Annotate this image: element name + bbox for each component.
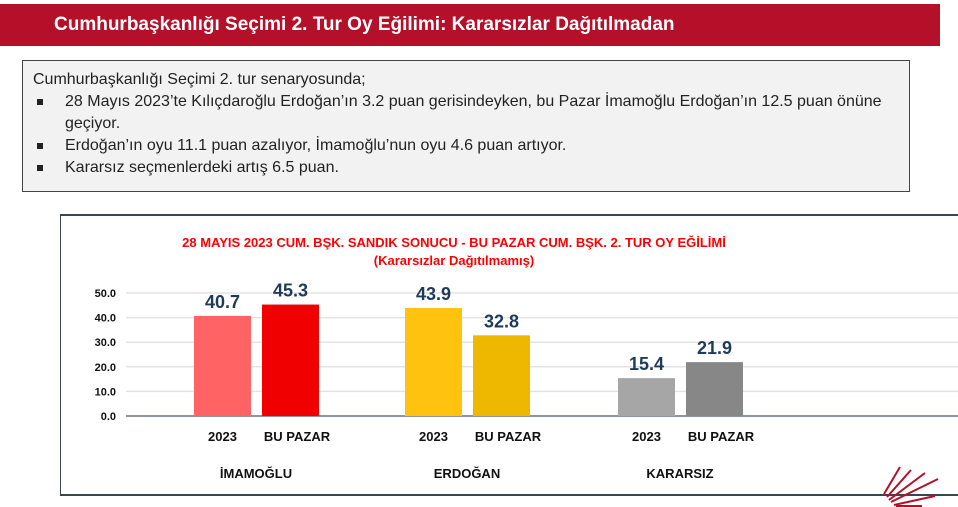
- value-label: 43.9: [416, 284, 451, 304]
- y-tick-label: 20.0: [95, 362, 116, 374]
- bar: [686, 362, 743, 416]
- x-tick-label: 2023: [632, 429, 661, 444]
- x-tick-label: 2023: [208, 429, 237, 444]
- bar-chart: 28 MAYIS 2023 CUM. BŞK. SANDIK SONUCU - …: [60, 214, 958, 496]
- summary-box: Cumhurbaşkanlığı Seçimi 2. tur senaryosu…: [22, 60, 910, 192]
- value-label: 32.8: [484, 311, 519, 331]
- group-label: KARARSIZ: [646, 466, 713, 481]
- group-label: ERDOĞAN: [434, 466, 500, 481]
- chart-title: 28 MAYIS 2023 CUM. BŞK. SANDIK SONUCU - …: [182, 235, 726, 250]
- x-tick-label: BU PAZAR: [264, 429, 331, 444]
- chart-canvas: 28 MAYIS 2023 CUM. BŞK. SANDIK SONUCU - …: [95, 235, 958, 481]
- y-tick-label: 50.0: [95, 288, 116, 300]
- logo-arrows-icon: [883, 466, 939, 507]
- x-tick-label: BU PAZAR: [475, 429, 542, 444]
- value-label: 45.3: [273, 281, 308, 301]
- y-tick-label: 30.0: [95, 337, 116, 349]
- bar: [618, 378, 675, 416]
- summary-list: 28 Mayıs 2023’te Kılıçdaroğlu Erdoğan’ın…: [33, 91, 899, 179]
- chart-subtitle: (Kararsızlar Dağıtılmamış): [374, 253, 534, 268]
- y-tick-label: 10.0: [95, 386, 116, 398]
- y-tick-label: 0.0: [101, 411, 116, 423]
- page-title: Cumhurbaşkanlığı Seçimi 2. Tur Oy Eğilim…: [0, 4, 940, 46]
- bar: [194, 315, 251, 416]
- bar: [262, 304, 319, 416]
- group-label: İMAMOĞLU: [220, 466, 292, 481]
- value-label: 40.7: [205, 292, 240, 312]
- value-label: 21.9: [697, 338, 732, 358]
- summary-intro: Cumhurbaşkanlığı Seçimi 2. tur senaryosu…: [33, 71, 366, 88]
- summary-bullet: Kararsız seçmenlerdeki artış 6.5 puan.: [33, 157, 899, 179]
- summary-bullet: 28 Mayıs 2023’te Kılıçdaroğlu Erdoğan’ın…: [33, 91, 899, 135]
- y-tick-label: 40.0: [95, 313, 116, 325]
- bar: [405, 308, 462, 416]
- summary-bullet: Erdoğan’ın oyu 11.1 puan azalıyor, İmamo…: [33, 135, 899, 157]
- x-tick-label: 2023: [419, 429, 448, 444]
- value-label: 15.4: [629, 354, 664, 374]
- x-tick-label: BU PAZAR: [688, 429, 755, 444]
- bar: [473, 335, 530, 416]
